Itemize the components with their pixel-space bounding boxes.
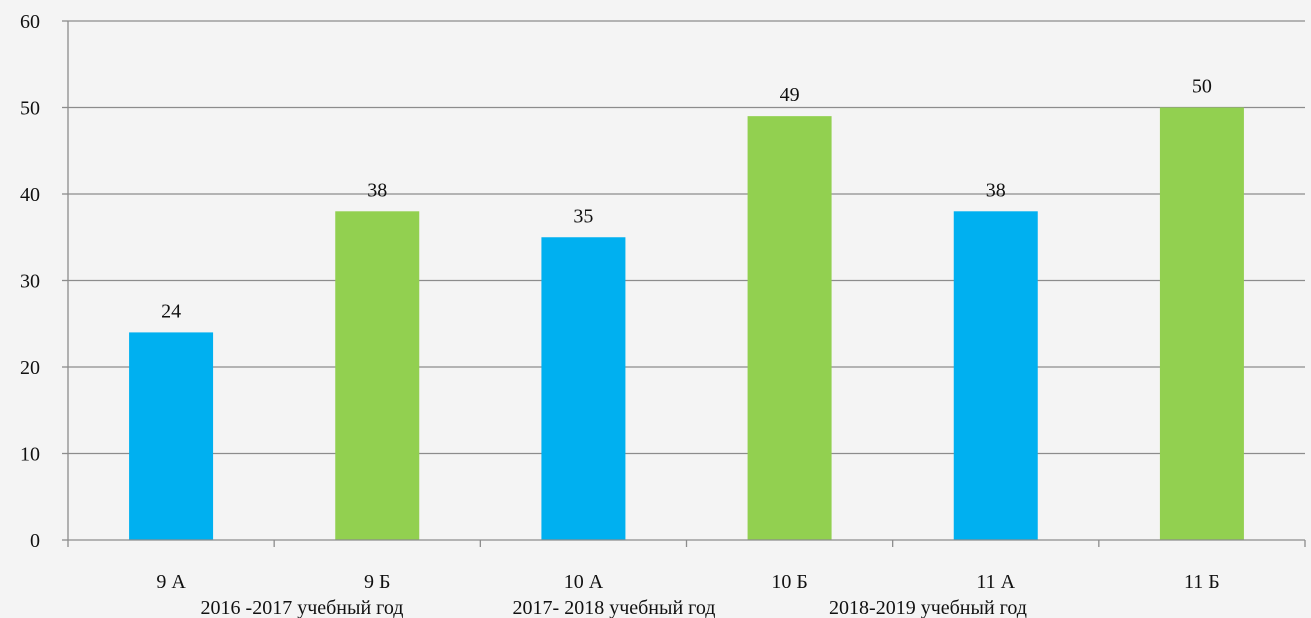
- bar: [747, 116, 832, 541]
- year-annotation-3: 2018-2019 учебный год: [829, 597, 1027, 618]
- data-label: 38: [986, 179, 1006, 201]
- y-tick-label: 40: [20, 184, 40, 206]
- y-tick-label: 20: [20, 357, 40, 379]
- y-tick-label: 50: [20, 98, 40, 120]
- x-tick-label: 11 А: [976, 571, 1015, 593]
- x-tick-label: 11 Б: [1184, 571, 1220, 593]
- data-label: 50: [1192, 76, 1212, 98]
- bar: [953, 211, 1038, 541]
- x-tick-label: 9 Б: [364, 571, 390, 593]
- year-annotation-2: 2017- 2018 учебный год: [513, 597, 716, 618]
- grid-layer: [68, 20, 1305, 455]
- axis-layer: [62, 20, 1306, 547]
- year-annotation-1: 2016 -2017 учебный год: [201, 597, 404, 618]
- label-layer: 0 10 20 30 40 50 60 24 9 А 38 9 Б 35 10 А 49 10 Б 38 11 …: [20, 11, 1220, 593]
- data-label: 38: [367, 179, 387, 201]
- x-tick-label: 10 Б: [771, 571, 807, 593]
- bar: [129, 332, 214, 540]
- bar: [1159, 107, 1244, 540]
- data-label: 24: [161, 300, 181, 322]
- y-tick-label: 0: [30, 530, 40, 552]
- y-tick-label: 10: [20, 444, 40, 466]
- data-label: 49: [780, 84, 800, 106]
- bar: [541, 237, 626, 540]
- bar-layer: [129, 107, 1244, 541]
- y-tick-label: 30: [20, 271, 40, 293]
- x-tick-label: 9 А: [156, 571, 186, 593]
- x-tick-label: 10 А: [564, 571, 604, 593]
- y-tick-label: 60: [20, 11, 40, 33]
- data-label: 35: [573, 205, 593, 227]
- bar: [335, 211, 420, 541]
